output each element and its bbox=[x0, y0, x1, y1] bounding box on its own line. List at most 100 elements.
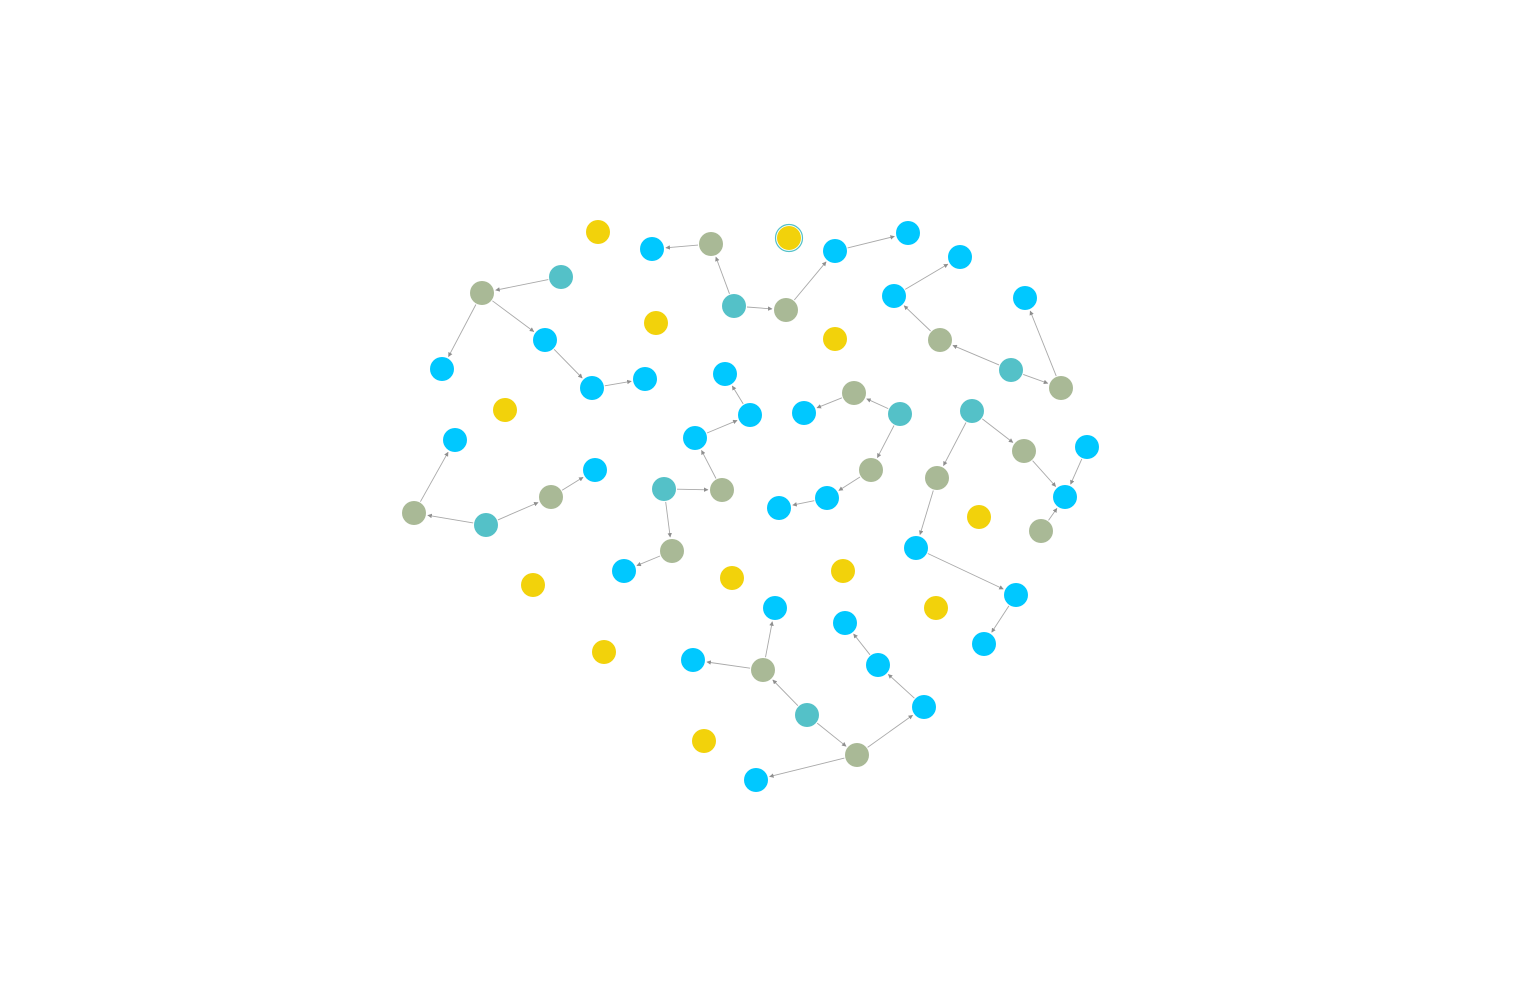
edge-n_b21-n_b23[interactable] bbox=[927, 553, 1004, 590]
node-sage-n_s1[interactable] bbox=[699, 232, 723, 256]
edge-n_s14-n_b22[interactable] bbox=[636, 555, 661, 567]
edge-n_t3-n_s4[interactable] bbox=[952, 344, 1000, 366]
node-blue-n_b16[interactable] bbox=[1075, 435, 1099, 459]
edge-n_s7-n_b20[interactable] bbox=[1032, 460, 1057, 487]
node-sage-n_s8[interactable] bbox=[859, 458, 883, 482]
node-blue-n_b14[interactable] bbox=[443, 428, 467, 452]
node-yellow-n_y2[interactable] bbox=[644, 311, 668, 335]
edge-n_t3-n_s5[interactable] bbox=[1023, 373, 1049, 385]
edge-n_t2-n_s3[interactable] bbox=[746, 306, 773, 311]
node-blue-n_b25[interactable] bbox=[833, 611, 857, 635]
node-blue-n_b15[interactable] bbox=[683, 426, 707, 450]
edge-n_b2-n_b3[interactable] bbox=[847, 235, 895, 249]
edge-n_b5-n_b4[interactable] bbox=[904, 263, 949, 290]
node-blue-n_b10[interactable] bbox=[633, 367, 657, 391]
edge-n_b15-n_b12[interactable] bbox=[706, 419, 738, 434]
node-yellow-n_y4[interactable] bbox=[777, 226, 801, 250]
edge-n_t7-n_s14[interactable] bbox=[665, 501, 672, 538]
node-blue-n_b28[interactable] bbox=[866, 653, 890, 677]
edge-n_b23-n_b26[interactable] bbox=[991, 605, 1010, 633]
edge-n_t2-n_s1[interactable] bbox=[715, 256, 730, 294]
node-yellow-n_y9[interactable] bbox=[831, 559, 855, 583]
node-blue-n_b7[interactable] bbox=[533, 328, 557, 352]
node-blue-n_b18[interactable] bbox=[815, 486, 839, 510]
node-blue-n_b13[interactable] bbox=[792, 401, 816, 425]
node-blue-n_b11[interactable] bbox=[713, 362, 737, 386]
edge-n_s15-n_b24[interactable] bbox=[765, 621, 774, 658]
edge-n_s6-n_b13[interactable] bbox=[816, 397, 843, 409]
edge-n_s8-n_b18[interactable] bbox=[838, 476, 861, 491]
edge-n_t4-n_s6[interactable] bbox=[866, 398, 889, 410]
edge-n_t5-n_s7[interactable] bbox=[982, 418, 1014, 443]
node-blue-n_b4[interactable] bbox=[948, 245, 972, 269]
node-yellow-n_y10[interactable] bbox=[924, 596, 948, 620]
node-blue-n_b23[interactable] bbox=[1004, 583, 1028, 607]
edge-n_s4-n_b5[interactable] bbox=[903, 305, 931, 332]
node-blue-n_b3[interactable] bbox=[896, 221, 920, 245]
node-yellow-n_y8[interactable] bbox=[720, 566, 744, 590]
node-blue-n_b30[interactable] bbox=[744, 768, 768, 792]
node-teal-n_t6[interactable] bbox=[474, 513, 498, 537]
node-teal-n_t7[interactable] bbox=[652, 477, 676, 501]
node-sage-n_s5[interactable] bbox=[1049, 376, 1073, 400]
node-teal-n_t4[interactable] bbox=[888, 402, 912, 426]
edge-n_s10-n_b14[interactable] bbox=[420, 451, 449, 502]
node-blue-n_b6[interactable] bbox=[1013, 286, 1037, 310]
edge-n_b18-n_b19[interactable] bbox=[792, 500, 815, 507]
node-blue-n_b5[interactable] bbox=[882, 284, 906, 308]
edge-n_b29-n_b28[interactable] bbox=[887, 674, 915, 699]
edge-n_t6-n_s10[interactable] bbox=[427, 513, 474, 524]
node-teal-n_t3[interactable] bbox=[999, 358, 1023, 382]
edge-n_t8-n_s16[interactable] bbox=[816, 722, 847, 747]
node-blue-n_b9[interactable] bbox=[580, 376, 604, 400]
node-blue-n_b26[interactable] bbox=[972, 632, 996, 656]
node-yellow-n_y7[interactable] bbox=[521, 573, 545, 597]
edge-n_s16-n_b30[interactable] bbox=[769, 757, 845, 778]
node-yellow-n_y5[interactable] bbox=[493, 398, 517, 422]
node-sage-n_s15[interactable] bbox=[751, 658, 775, 682]
node-blue-n_b27[interactable] bbox=[681, 648, 705, 672]
edge-n_s3-n_b2[interactable] bbox=[793, 261, 827, 301]
node-teal-n_t1[interactable] bbox=[549, 265, 573, 289]
node-blue-n_b22[interactable] bbox=[612, 559, 636, 583]
node-blue-n_b8[interactable] bbox=[430, 357, 454, 381]
edge-n_s2-n_b8[interactable] bbox=[448, 304, 477, 357]
edge-n_s16-n_b29[interactable] bbox=[867, 714, 913, 748]
node-sage-n_s4[interactable] bbox=[928, 328, 952, 352]
edge-n_b7-n_b9[interactable] bbox=[553, 348, 583, 379]
node-blue-n_b19[interactable] bbox=[767, 496, 791, 520]
edge-n_s9-n_b21[interactable] bbox=[919, 490, 934, 536]
node-sage-n_s10[interactable] bbox=[402, 501, 426, 525]
node-blue-n_b20[interactable] bbox=[1053, 485, 1077, 509]
edge-n_t7-n_s12[interactable] bbox=[676, 487, 709, 492]
edge-n_b16-n_b20[interactable] bbox=[1070, 458, 1083, 485]
edge-n_s12-n_b15[interactable] bbox=[701, 450, 717, 479]
node-sage-n_s12[interactable] bbox=[710, 478, 734, 502]
edge-n_t4-n_s8[interactable] bbox=[877, 425, 895, 458]
edge-n_t8-n_s15[interactable] bbox=[772, 679, 799, 707]
node-teal-n_t5[interactable] bbox=[960, 399, 984, 423]
node-sage-n_s16[interactable] bbox=[845, 743, 869, 767]
node-yellow-n_y6[interactable] bbox=[967, 505, 991, 529]
node-blue-n_b24[interactable] bbox=[763, 596, 787, 620]
node-sage-n_s3[interactable] bbox=[774, 298, 798, 322]
node-yellow-n_y11[interactable] bbox=[592, 640, 616, 664]
edge-n_s11-n_b17[interactable] bbox=[561, 476, 584, 491]
node-sage-n_s9[interactable] bbox=[925, 466, 949, 490]
node-teal-n_t8[interactable] bbox=[795, 703, 819, 727]
node-sage-n_s11[interactable] bbox=[539, 485, 563, 509]
edge-n_b28-n_b25[interactable] bbox=[853, 633, 871, 656]
edge-n_s1-n_b1[interactable] bbox=[665, 244, 699, 250]
node-sage-n_s13[interactable] bbox=[1029, 519, 1053, 543]
edge-n_s5-n_b6[interactable] bbox=[1029, 310, 1057, 377]
node-sage-n_s6[interactable] bbox=[842, 381, 866, 405]
node-blue-n_b1[interactable] bbox=[640, 237, 664, 261]
node-yellow-n_y12[interactable] bbox=[692, 729, 716, 753]
node-sage-n_s2[interactable] bbox=[470, 281, 494, 305]
node-blue-n_b21[interactable] bbox=[904, 536, 928, 560]
node-blue-n_b29[interactable] bbox=[912, 695, 936, 719]
node-yellow-n_y3[interactable] bbox=[823, 327, 847, 351]
node-sage-n_s7[interactable] bbox=[1012, 439, 1036, 463]
edge-n_s2-n_b7[interactable] bbox=[492, 300, 535, 332]
